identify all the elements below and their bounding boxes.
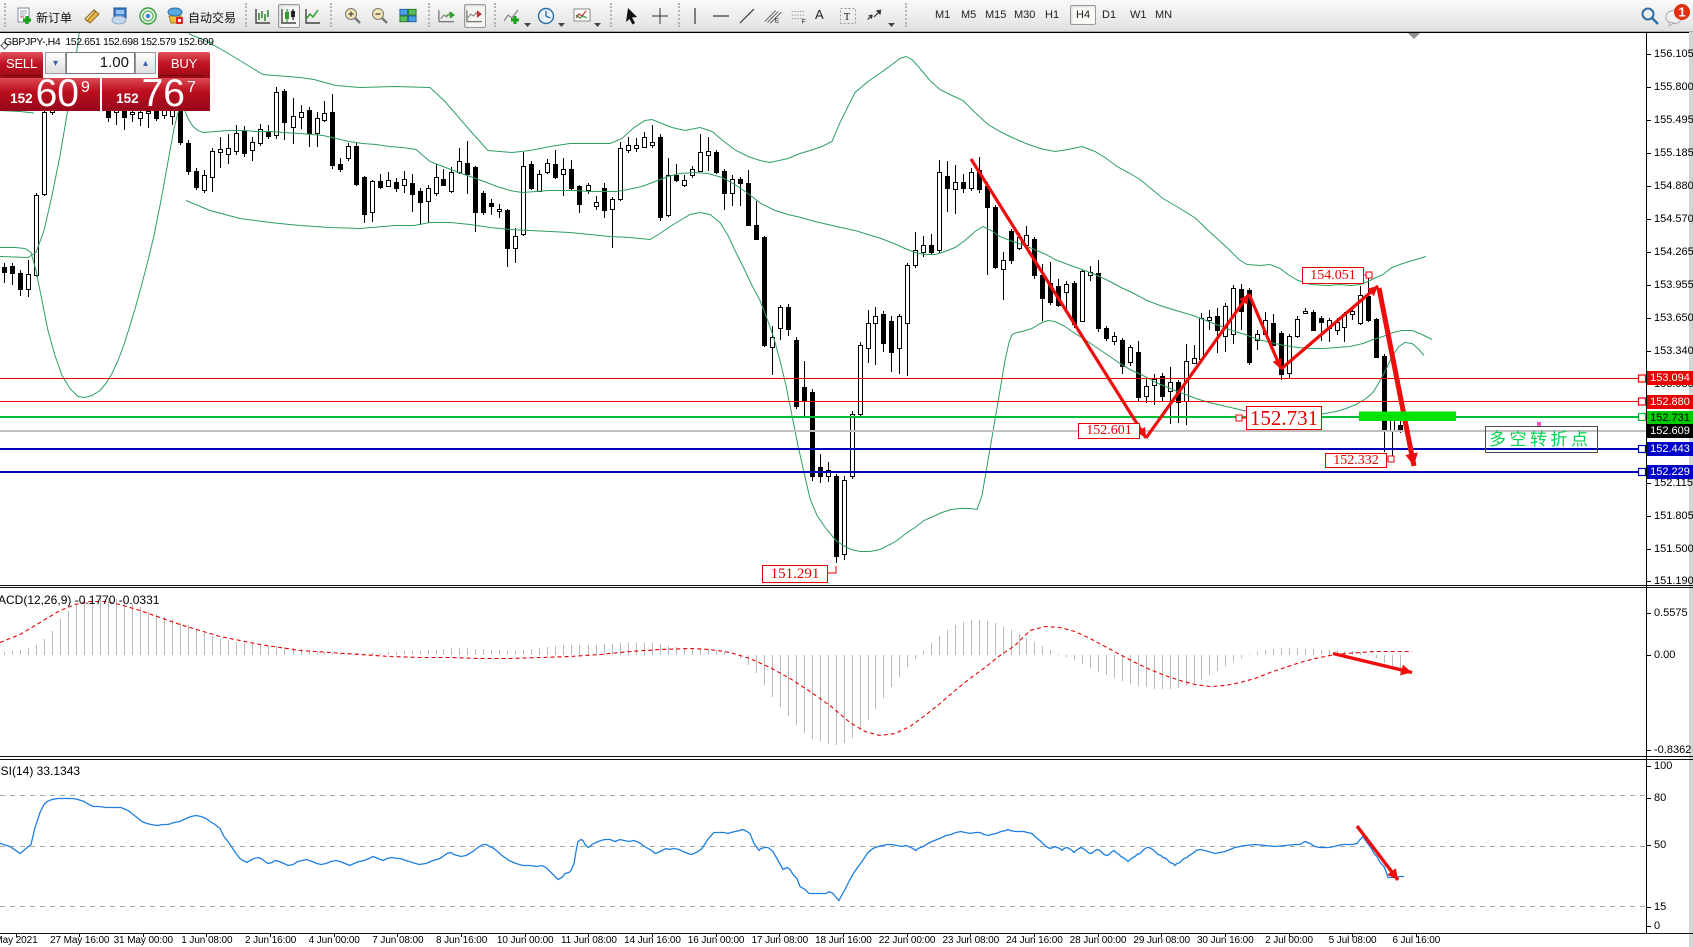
svg-text:1: 1 [1678, 5, 1685, 20]
svg-text:T: T [844, 12, 850, 23]
svg-text:E: E [775, 17, 779, 24]
svg-text:F: F [802, 18, 806, 25]
